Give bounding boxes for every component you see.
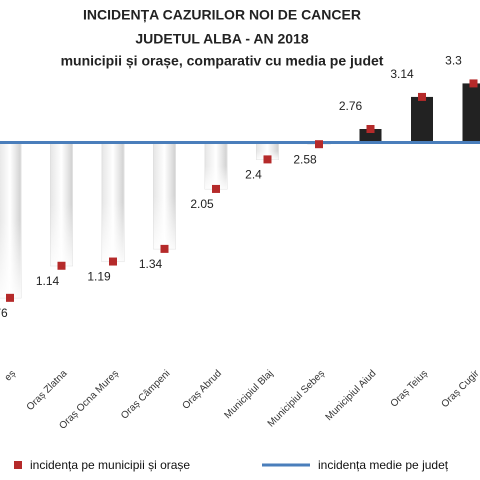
bar-fade — [256, 150, 279, 160]
x-tick-label: Oraș Cugir — [440, 368, 480, 410]
value-label: 2.4 — [245, 168, 262, 182]
bar — [359, 129, 382, 143]
value-label: 1.34 — [139, 257, 163, 271]
marker — [263, 155, 272, 164]
label-bg — [83, 269, 115, 286]
chart-title: INCIDENȚA CAZURILOR NOI DE CANCER — [83, 7, 361, 23]
bar-fade — [0, 220, 21, 298]
bar-fade — [205, 165, 227, 189]
x-tick-label: eș — [3, 368, 18, 383]
bar-fade — [153, 195, 176, 249]
bar-fade — [102, 202, 124, 262]
x-tick-label: Oraș Câmpeni — [119, 368, 172, 421]
label-bg — [437, 53, 470, 70]
value-label: 2.05 — [190, 197, 214, 211]
marker — [6, 293, 14, 302]
bar-fade — [50, 204, 73, 266]
value-label: 1.14 — [36, 274, 60, 288]
bar — [411, 96, 433, 143]
marker — [315, 140, 323, 149]
marker — [109, 257, 117, 266]
label-bg — [186, 196, 218, 213]
value-label: 1.19 — [87, 270, 111, 284]
chart-subtitle: municipii și orașe, comparativ cu media … — [61, 53, 384, 69]
marker — [160, 244, 169, 253]
marker — [57, 261, 66, 270]
marker — [418, 92, 426, 101]
label-bg — [134, 256, 167, 273]
marker — [366, 125, 375, 134]
marker — [212, 184, 220, 193]
legend-label: incidența pe municipii și orașe — [30, 458, 190, 472]
label-bg — [334, 99, 367, 116]
value-label: 2.58 — [293, 152, 317, 166]
value-label: 3.14 — [390, 67, 414, 81]
x-tick-label: Oraș Zlatna — [25, 368, 70, 413]
x-tick-label: Municipiul Aiud — [324, 368, 379, 423]
legend-label: incidența medie pe județ — [318, 458, 449, 472]
label-bg — [237, 167, 270, 184]
label-bg — [0, 305, 12, 322]
chart-subtitle: JUDETUL ALBA - AN 2018 — [135, 31, 308, 47]
legend-marker — [14, 461, 22, 469]
x-tick-label: Oraș Abrud — [180, 368, 224, 412]
x-tick-label: Municipiul Sebeș — [266, 368, 327, 429]
label-bg — [386, 66, 418, 83]
label-bg — [289, 152, 321, 169]
marker — [469, 79, 478, 88]
value-label: 2.76 — [339, 99, 363, 113]
x-tick-label: Municipiul Blaj — [223, 368, 276, 421]
x-tick-label: Oraș Teiuș — [389, 368, 430, 409]
label-bg — [31, 273, 64, 290]
value-label: 3.3 — [445, 54, 462, 68]
value-label: 0.76 — [0, 306, 8, 320]
bar — [462, 83, 480, 143]
